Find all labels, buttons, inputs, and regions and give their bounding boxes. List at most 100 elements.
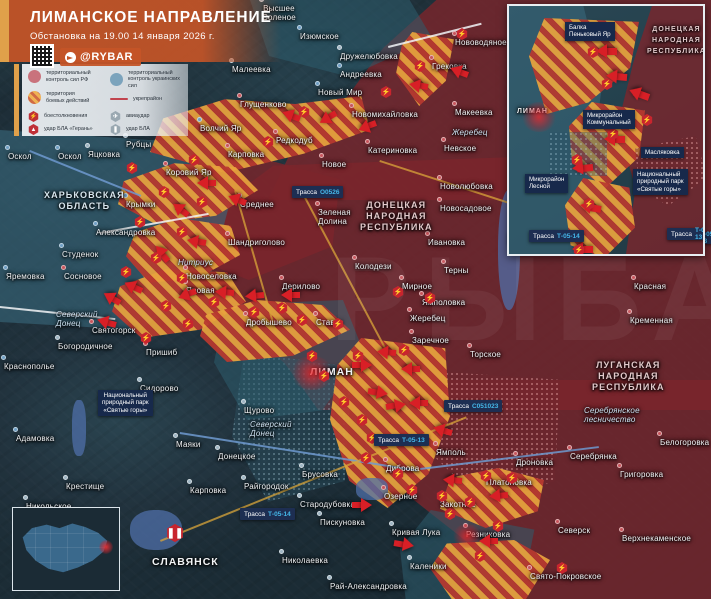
clash-marker-icon[interactable]: ⚡	[158, 186, 170, 198]
clash-marker-icon[interactable]: ⚡	[140, 332, 152, 344]
clash-marker-icon[interactable]: ⚡	[398, 344, 410, 356]
settlement-dot	[452, 31, 457, 36]
settlement-dot	[241, 475, 246, 480]
clash-marker-icon[interactable]: ⚡	[276, 302, 288, 314]
settlement-dot	[352, 255, 357, 260]
clash-marker-icon[interactable]: ⚡	[150, 252, 162, 264]
clash-marker-icon[interactable]: ⚡	[176, 272, 188, 284]
header-accent-bar	[0, 0, 9, 62]
clash-marker-icon[interactable]: ⚡	[360, 452, 372, 464]
settlement-dot	[279, 275, 284, 280]
clash-marker-icon[interactable]: ⚡	[474, 550, 486, 562]
advance-arrow	[244, 288, 257, 304]
inset-callout[interactable]: Микрорайон Коммунальный	[583, 110, 635, 129]
clash-marker-icon[interactable]: ⚡	[182, 318, 194, 330]
inset-liman-detail-map[interactable]: ЛИМАН ДОНЕЦКАЯ НАРОДНАЯ РЕСПУБЛИКА Балка…	[507, 4, 705, 256]
route-number: Т-05-14	[556, 232, 580, 240]
settlement-dot	[337, 45, 342, 50]
settlement-dot	[187, 479, 192, 484]
clash-marker-icon[interactable]: ⚡	[380, 86, 392, 98]
settlement-dot	[425, 231, 430, 236]
legend-label-uav-strike: удар БЛА	[126, 126, 150, 133]
clash-marker-icon[interactable]: ⚡	[556, 562, 568, 574]
settlement-dot	[337, 63, 342, 68]
clash-marker-icon[interactable]: ⚡	[492, 520, 504, 532]
clash-marker-icon[interactable]: ⚡	[298, 106, 310, 118]
settlement-dot	[237, 93, 242, 98]
inset-ukraine-overview-map[interactable]	[12, 507, 120, 591]
advance-arrow	[479, 534, 490, 548]
airstrike-badge-icon: ✈	[110, 111, 121, 122]
clash-marker-icon[interactable]: ⚡	[126, 162, 138, 174]
clash-marker-icon[interactable]: ⚡	[424, 292, 436, 304]
clash-marker-icon[interactable]: ⚡	[296, 314, 308, 326]
settlement-dot	[437, 175, 442, 180]
inset-callout[interactable]: Микрорайон Лесной	[525, 174, 569, 193]
inset-callout[interactable]: Масляковка	[641, 147, 684, 159]
clash-marker-icon[interactable]: ⚡	[262, 136, 274, 148]
clash-marker-icon[interactable]: ⚡	[414, 60, 426, 72]
advance-arrow	[361, 498, 372, 512]
clash-marker-icon[interactable]: ⚡	[506, 472, 518, 484]
clash-marker-icon[interactable]: ⚡	[480, 470, 492, 482]
clash-marker-icon[interactable]: ⚡	[318, 370, 330, 382]
clash-marker-icon[interactable]: ⚡	[338, 396, 350, 408]
clash-marker-icon[interactable]: ⚡	[366, 432, 378, 444]
rybar-channel-tag[interactable]: @RYBAR	[60, 48, 142, 66]
settlement-dot	[55, 335, 60, 340]
water-lake-liman	[356, 478, 388, 500]
route-badge[interactable]: Трасса О0526	[292, 186, 344, 198]
qr-code-icon[interactable]	[30, 44, 54, 68]
clash-marker-icon[interactable]: ⚡	[188, 154, 200, 166]
route-label: Трасса	[671, 230, 692, 238]
inset-clash-marker-icon[interactable]: ⚡	[571, 154, 583, 166]
clash-marker-icon[interactable]: ⚡	[392, 468, 404, 480]
settlement-dot	[13, 427, 18, 432]
clash-marker-icon[interactable]: ⚡	[406, 484, 418, 496]
inset-clash-marker-icon[interactable]: ⚡	[601, 78, 613, 90]
clash-marker-icon[interactable]: ⚡	[332, 318, 344, 330]
inset-clash-marker-icon[interactable]: ⚡	[641, 114, 653, 126]
inset-clash-marker-icon[interactable]: ⚡	[607, 128, 619, 140]
settlement-dot	[23, 495, 28, 500]
settlement-dot	[197, 117, 202, 122]
legend-accent-bar	[14, 64, 19, 136]
uav-strike-icon[interactable]: ❚❚	[167, 524, 183, 542]
map-callout[interactable]: Национальный природный парк «Святые горы…	[98, 390, 153, 417]
settlement-dot	[85, 143, 90, 148]
clash-marker-icon[interactable]: ⚡	[356, 414, 368, 426]
settlement-dot	[567, 445, 572, 450]
advance-arrow	[376, 344, 389, 360]
inset-clash-marker-icon[interactable]: ⚡	[573, 244, 585, 254]
settlement-dot	[279, 549, 284, 554]
settlement-dot	[419, 291, 424, 296]
clash-marker-icon[interactable]: ⚡	[444, 508, 456, 520]
inset-clash-marker-icon[interactable]: ⚡	[587, 46, 599, 58]
route-badge[interactable]: Трасса С051023	[444, 400, 503, 412]
settlement-dot	[381, 485, 386, 490]
inset-clash-marker-icon[interactable]: ⚡	[583, 198, 595, 210]
clash-marker-icon[interactable]: ⚡	[306, 350, 318, 362]
settlement-dot	[317, 511, 322, 516]
settlement-dot	[183, 265, 188, 270]
clash-marker-icon[interactable]: ⚡	[436, 490, 448, 502]
inset-callout[interactable]: Балка Пеньковый Яр	[565, 22, 615, 41]
clash-marker-icon[interactable]: ⚡	[120, 266, 132, 278]
clash-marker-icon[interactable]: ⚡	[248, 306, 260, 318]
clash-marker-icon[interactable]: ⚡	[464, 496, 476, 508]
geran-uav-badge-icon: ▲	[28, 124, 39, 135]
clash-marker-icon[interactable]: ⚡	[160, 300, 172, 312]
clash-marker-icon[interactable]: ⚡	[392, 286, 404, 298]
inset-callout[interactable]: Национальный природный парк «Святые горы…	[633, 169, 688, 196]
settlement-dot	[297, 25, 302, 30]
clash-marker-icon[interactable]: ⚡	[456, 28, 468, 40]
clash-marker-icon[interactable]: ⚡	[134, 216, 146, 228]
clash-marker-icon[interactable]: ⚡	[196, 196, 208, 208]
clash-marker-icon[interactable]: ⚡	[352, 350, 364, 362]
clash-marker-icon[interactable]: ⚡	[208, 296, 220, 308]
clash-marker-icon[interactable]: ⚡	[176, 226, 188, 238]
